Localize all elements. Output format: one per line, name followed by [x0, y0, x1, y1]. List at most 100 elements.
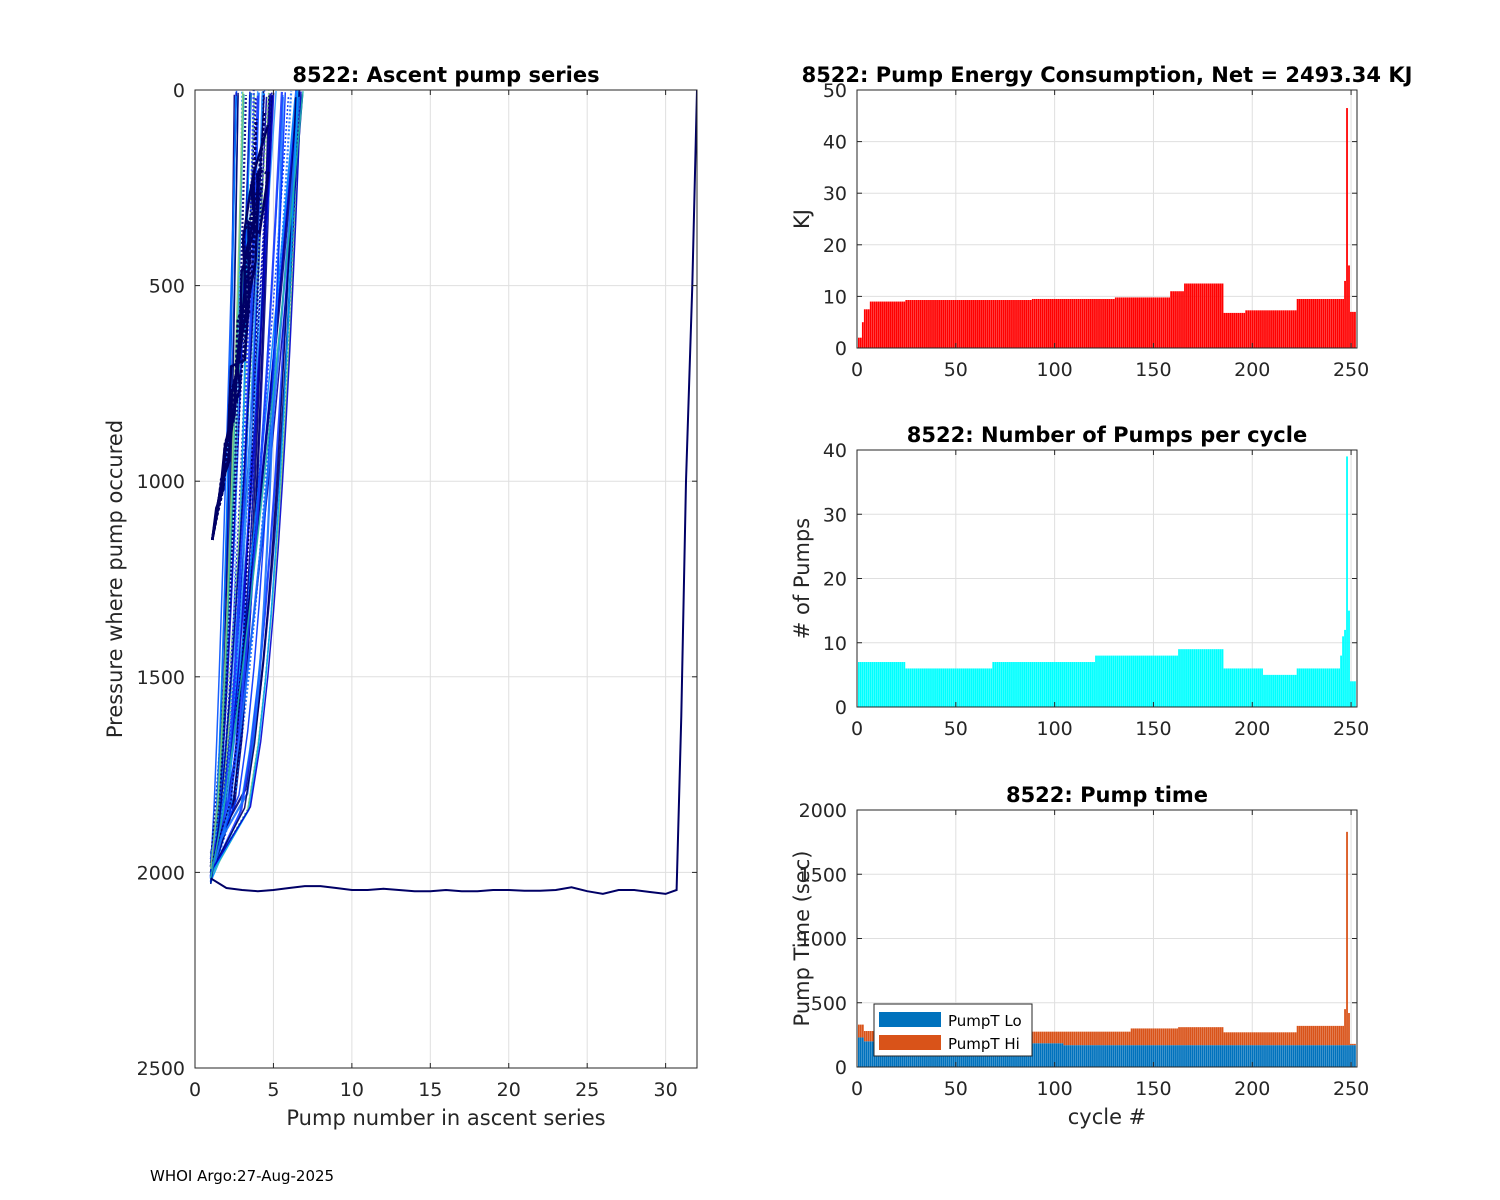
energy-bar	[1105, 298, 1107, 348]
energy-bar	[1306, 298, 1309, 348]
energy-bar	[1332, 298, 1335, 348]
pumps-bar	[1099, 655, 1101, 707]
energy-bar	[1190, 283, 1192, 348]
energy-bar	[1138, 297, 1141, 348]
pumptime-hi-bar	[1288, 1032, 1291, 1046]
pumptime-lo-bar	[1261, 1045, 1263, 1067]
energy-bar	[1148, 297, 1151, 348]
energy-bar	[966, 300, 969, 348]
pumps-bar	[1168, 655, 1171, 707]
energy-bar	[1241, 312, 1244, 348]
pumps-bar	[1103, 655, 1105, 707]
pumptime-hi-bar	[1085, 1031, 1088, 1046]
energy-bar	[1047, 298, 1050, 348]
pumps-bar	[1184, 649, 1186, 707]
pumptime-lo-bar	[1211, 1045, 1214, 1067]
energy-bar	[1247, 310, 1250, 348]
energy-bar	[1197, 283, 1200, 348]
pumps-bar	[974, 668, 977, 707]
pumptime-hi-bar	[1043, 1031, 1046, 1044]
pumptime-lo-bar	[1203, 1045, 1206, 1067]
energy-bar	[1207, 283, 1210, 348]
pumptime-lo-bar	[1160, 1045, 1163, 1067]
pumptime-lo-bar	[1274, 1045, 1277, 1067]
pumptime-lo-bar	[1243, 1045, 1246, 1067]
pumps-bar	[919, 668, 922, 707]
y-tick-label: 10	[823, 286, 847, 308]
y-tick-label: 1500	[799, 864, 847, 886]
pumptime-lo-bar	[1308, 1045, 1311, 1067]
pumptime-hi-bar	[1350, 1043, 1352, 1046]
pumps-bar	[1035, 662, 1038, 707]
pumptime-hi-bar	[1251, 1032, 1254, 1046]
pumptime-hi-bar	[1107, 1031, 1109, 1046]
pumps-bar	[1290, 674, 1293, 708]
pumps-bar	[984, 668, 987, 707]
pumps-bar	[1233, 668, 1236, 707]
pumps-bar	[1101, 655, 1103, 707]
energy-bar	[1077, 298, 1080, 348]
pumps-bar	[857, 662, 860, 707]
pumptime-hi-bar	[1247, 1032, 1250, 1046]
pumps-bar	[980, 668, 983, 707]
energy-bar	[1316, 298, 1319, 348]
energy-bar	[1144, 297, 1147, 348]
energy-bar	[903, 301, 906, 348]
energy-bar	[1112, 298, 1115, 348]
y-tick-label: 40	[823, 132, 847, 154]
energy-bar	[1223, 312, 1226, 348]
energy-bar	[1338, 298, 1341, 348]
pumptime-hi-bar	[1176, 1028, 1178, 1046]
x-tick-label: 250	[1333, 359, 1369, 381]
energy-bar	[1286, 310, 1289, 348]
energy-bar	[919, 300, 922, 348]
energy-bar	[1083, 298, 1086, 348]
energy-bar	[1215, 283, 1218, 348]
energy-bar	[1164, 297, 1167, 348]
pumptime-hi-bar	[1219, 1027, 1222, 1046]
pumptime-lo-bar	[1284, 1045, 1287, 1067]
pumptime-hi-bar	[1148, 1028, 1151, 1046]
energy-bar	[1298, 298, 1301, 348]
pumps-bar	[909, 668, 912, 707]
pumptime-lo-bar	[1201, 1045, 1204, 1067]
pumptime-lo-bar	[1101, 1045, 1103, 1067]
pumps-bar	[889, 662, 892, 707]
energy-bar	[1255, 310, 1257, 348]
energy-bar	[931, 300, 933, 348]
energy-bar	[1124, 297, 1127, 348]
energy-bar	[887, 301, 890, 348]
pumps-bar	[1186, 649, 1188, 707]
pumps-bar	[1239, 668, 1242, 707]
pumptime-hi-bar	[1271, 1032, 1273, 1046]
energy-bar	[901, 301, 904, 348]
pumptime-hi-bar	[1134, 1028, 1137, 1046]
energy-bar	[923, 300, 925, 348]
pumps-bar	[867, 662, 870, 707]
pumptime-hi-bar	[1354, 1043, 1356, 1046]
pumptime-lo-bar	[1041, 1043, 1044, 1067]
energy-bar	[1093, 298, 1095, 348]
x-tick-label: 10	[340, 1079, 364, 1101]
energy-bar	[1350, 311, 1352, 348]
y-tick-label: 0	[173, 80, 185, 102]
axes-box	[856, 89, 1358, 349]
pumptime-hi-bar	[1095, 1031, 1097, 1046]
pumptime-lo-bar	[1273, 1045, 1275, 1067]
pumptime-lo-bar	[1081, 1045, 1084, 1067]
energy-bar	[1328, 298, 1331, 348]
pumptime-lo-bar	[1071, 1045, 1074, 1067]
pumptime-lo-bar	[1259, 1045, 1261, 1067]
ascent-profile-line	[210, 91, 302, 873]
plot-layer	[857, 456, 1356, 708]
pumps-bar	[1217, 649, 1220, 707]
pumptime-lo-bar	[1334, 1045, 1337, 1067]
energy-bar	[1087, 298, 1090, 348]
pumps-bar	[1332, 668, 1335, 707]
pumptime-lo-bar	[1239, 1045, 1242, 1067]
pumptime-hi-bar	[1225, 1032, 1228, 1046]
pumps-bar	[1188, 649, 1190, 707]
pumps-bar	[899, 662, 902, 707]
pumptime-hi-bar	[1110, 1031, 1113, 1046]
pumptime-lo-bar	[1035, 1043, 1038, 1067]
